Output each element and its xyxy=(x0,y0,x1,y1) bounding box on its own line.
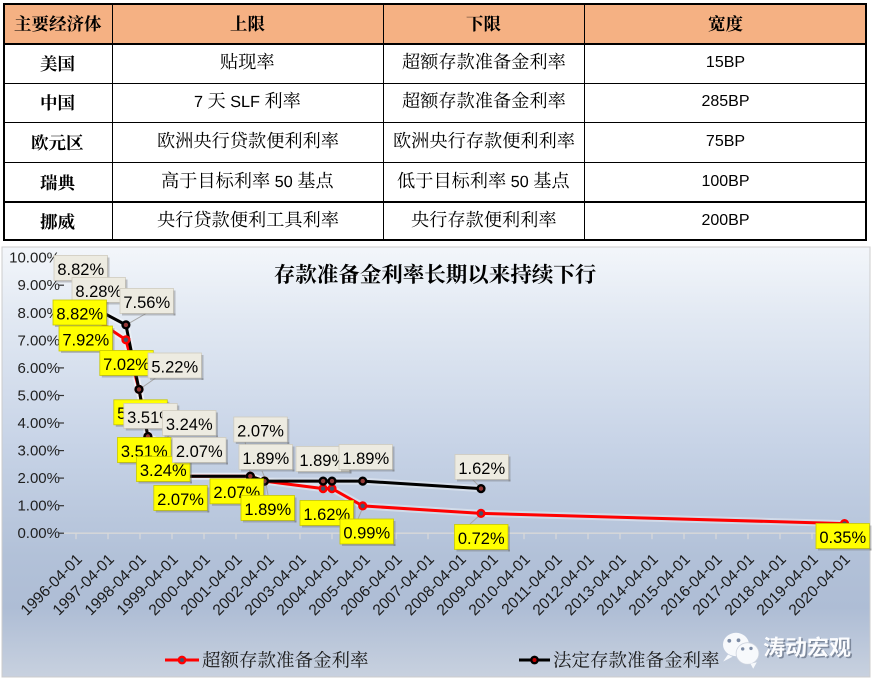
svg-text:1.89%: 1.89% xyxy=(299,452,346,470)
svg-text:5.00%: 5.00% xyxy=(17,388,60,405)
svg-text:0.99%: 0.99% xyxy=(343,524,390,542)
svg-text:9.00%: 9.00% xyxy=(17,277,60,294)
svg-text:2.07%: 2.07% xyxy=(157,491,204,509)
svg-text:1.62%: 1.62% xyxy=(458,460,505,478)
svg-text:7.00%: 7.00% xyxy=(17,332,60,349)
svg-text:0.35%: 0.35% xyxy=(819,529,866,547)
svg-text:0.72%: 0.72% xyxy=(458,530,505,548)
svg-text:8.82%: 8.82% xyxy=(56,305,103,323)
svg-text:1.00%: 1.00% xyxy=(17,498,60,515)
svg-text:3.24%: 3.24% xyxy=(140,462,187,480)
svg-text:3.24%: 3.24% xyxy=(166,416,213,434)
svg-text:8.28%: 8.28% xyxy=(75,283,122,301)
svg-text:1.89%: 1.89% xyxy=(244,501,291,519)
svg-text:3.00%: 3.00% xyxy=(17,443,60,460)
svg-text:6.00%: 6.00% xyxy=(17,360,60,377)
svg-text:7.56%: 7.56% xyxy=(123,294,170,312)
svg-text:1.62%: 1.62% xyxy=(303,506,350,524)
svg-text:10.00%: 10.00% xyxy=(9,250,60,267)
svg-text:2.07%: 2.07% xyxy=(237,422,284,440)
svg-text:8.82%: 8.82% xyxy=(57,261,104,279)
svg-text:0.00%: 0.00% xyxy=(17,525,60,542)
svg-text:7.02%: 7.02% xyxy=(103,356,150,374)
svg-text:7.92%: 7.92% xyxy=(62,331,109,349)
svg-text:2.00%: 2.00% xyxy=(17,470,60,487)
svg-text:4.00%: 4.00% xyxy=(17,415,60,432)
svg-text:1.89%: 1.89% xyxy=(342,450,389,468)
svg-text:2.07%: 2.07% xyxy=(176,443,223,461)
svg-text:5.22%: 5.22% xyxy=(151,358,198,376)
svg-text:8.00%: 8.00% xyxy=(17,305,60,322)
svg-text:1.89%: 1.89% xyxy=(242,450,289,468)
